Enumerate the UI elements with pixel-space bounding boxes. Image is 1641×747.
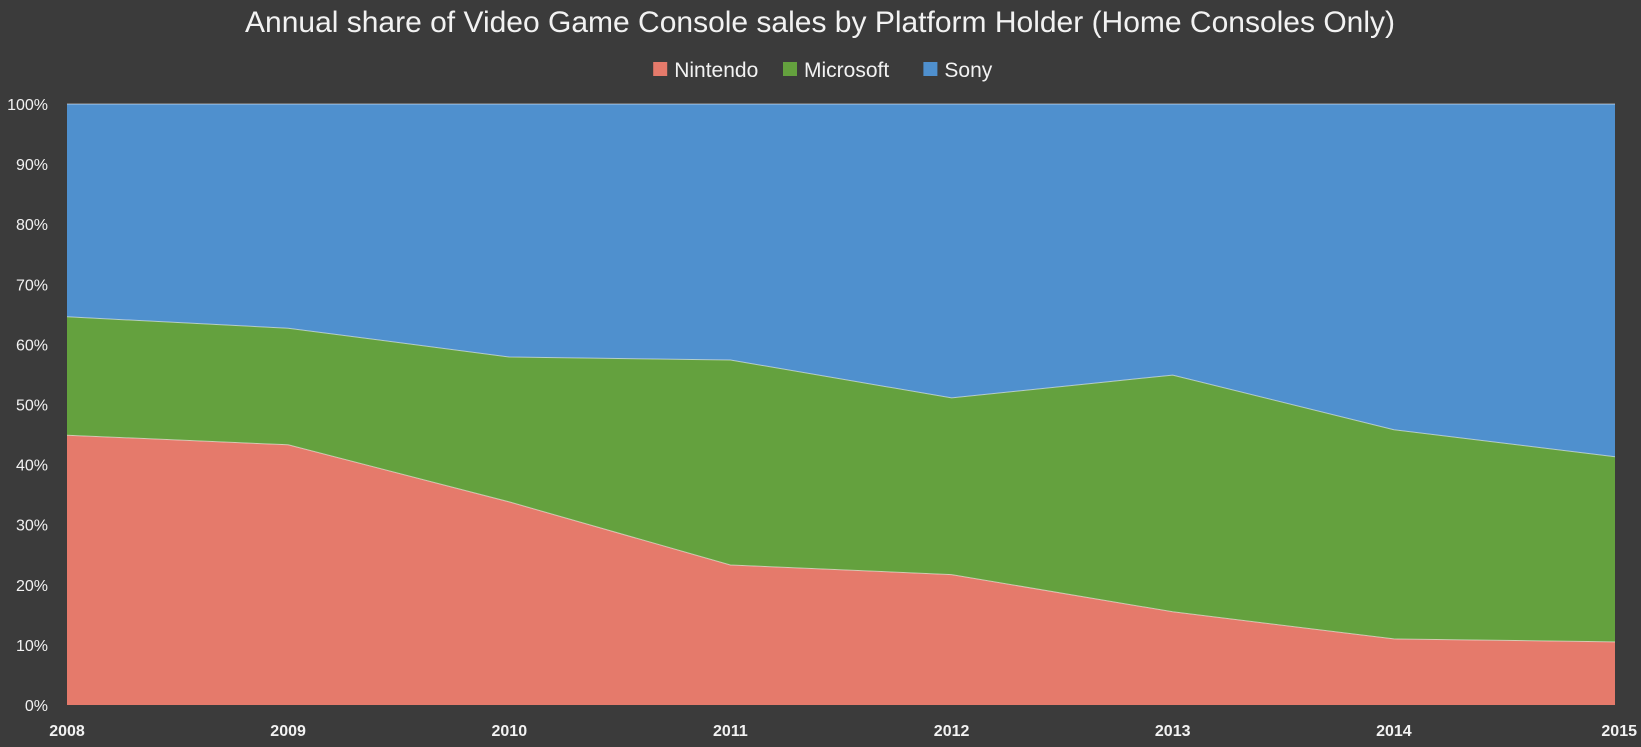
y-tick-label: 70% — [16, 277, 48, 294]
x-tick-label: 2010 — [492, 723, 528, 740]
y-tick-label: 30% — [16, 518, 48, 535]
legend-swatch — [923, 62, 938, 76]
legend-item-sony: Sony — [923, 59, 993, 82]
y-tick-label: 0% — [25, 698, 48, 715]
x-tick-label: 2014 — [1376, 723, 1412, 740]
y-tick-label: 40% — [16, 458, 48, 475]
y-tick-label: 60% — [16, 337, 48, 354]
y-tick-label: 20% — [16, 578, 48, 595]
y-tick-label: 80% — [16, 217, 48, 234]
y-tick-label: 10% — [16, 638, 48, 655]
y-tick-label: 50% — [16, 398, 48, 415]
area-sony — [67, 104, 1615, 457]
area-microsoft — [67, 316, 1615, 642]
chart-title: Annual share of Video Game Console sales… — [245, 6, 1395, 39]
x-tick-label: 2013 — [1155, 723, 1191, 740]
x-tick-label: 2009 — [270, 723, 306, 740]
y-tick-label: 90% — [16, 157, 48, 174]
legend-item-microsoft: Microsoft — [783, 59, 889, 82]
x-tick-label: 2008 — [49, 723, 85, 740]
legend-item-nintendo: Nintendo — [653, 59, 758, 82]
boundary-line-nintendo — [66, 434, 1616, 643]
x-tick-label: 2011 — [713, 723, 748, 740]
legend-label: Nintendo — [674, 59, 758, 82]
y-tick-label: 100% — [7, 97, 48, 114]
legend-swatch — [783, 62, 797, 76]
x-tick-label: 2015 — [1601, 723, 1637, 740]
x-tick-label: 2012 — [934, 723, 970, 740]
legend-label: Microsoft — [804, 59, 889, 82]
legend: Nintendo Microsoft Sony — [653, 59, 993, 82]
y-axis: 0% 10% 20% 30% 40% 50% 60% 70% 80% 90% 100% — [7, 97, 48, 715]
legend-swatch — [653, 62, 668, 76]
plot-areas — [66, 103, 1616, 705]
boundary-line-microsoft — [66, 316, 1616, 458]
legend-label: Sony — [944, 59, 992, 82]
x-axis: 2008 2009 2010 2011 2012 2013 2014 2015 — [49, 723, 1637, 740]
